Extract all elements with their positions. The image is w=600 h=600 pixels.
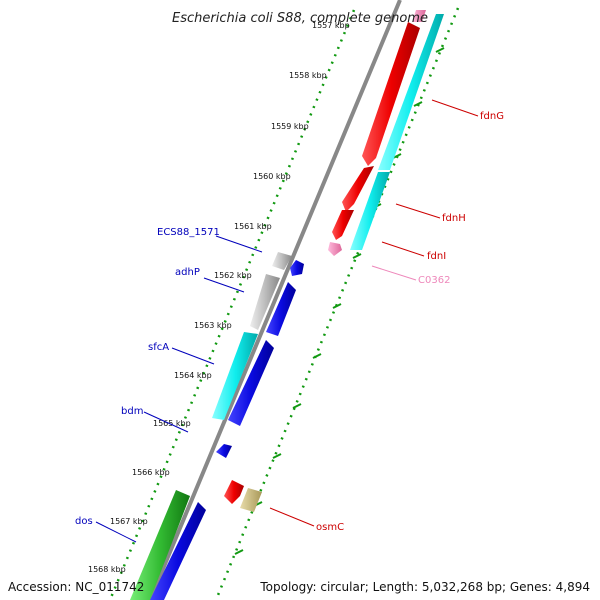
gene-fdnG-start[interactable] — [412, 10, 426, 22]
kbp-tick-1557: 1557 kbp — [312, 21, 350, 30]
kbp-tick-1566: 1566 kbp — [132, 468, 170, 477]
reverse-features — [130, 252, 304, 600]
gene-fdnH[interactable] — [342, 166, 374, 212]
label-fdnG[interactable]: fdnG — [480, 111, 504, 122]
label-leaders — [95, 99, 479, 543]
kbp-tick-1559: 1559 kbp — [271, 122, 309, 131]
inner-dotted-track — [108, 9, 356, 600]
kbp-tick-1567: 1567 kbp — [110, 517, 148, 526]
gene-fdnH-cds[interactable] — [350, 172, 390, 250]
kbp-ticks: 1557 kbp 1558 kbp 1559 kbp 1560 kbp 1561… — [88, 21, 350, 574]
kbp-tick-1563: 1563 kbp — [194, 321, 232, 330]
gene-ECS88_1571[interactable] — [290, 260, 304, 276]
label-dos[interactable]: dos — [75, 516, 93, 527]
gene-osmC[interactable] — [224, 480, 244, 504]
gene-bdm[interactable] — [216, 444, 232, 458]
gene-fdnI[interactable] — [332, 210, 354, 240]
kbp-tick-1568: 1568 kbp — [88, 565, 126, 574]
kbp-tick-1562: 1562 kbp — [214, 271, 252, 280]
gene-dos[interactable] — [150, 502, 206, 600]
gene-sfcA[interactable] — [228, 340, 274, 426]
genome-backbone — [148, 0, 402, 600]
gene-adhP-gray[interactable] — [250, 274, 280, 330]
label-fdnH[interactable]: fdnH — [442, 213, 466, 224]
label-C0362[interactable]: C0362 — [418, 275, 450, 286]
gene-ECS88_1571-gray[interactable] — [272, 252, 292, 270]
label-osmC[interactable]: osmC — [316, 522, 344, 533]
forward-features — [224, 10, 444, 512]
label-fdnI[interactable]: fdnI — [427, 251, 446, 262]
gene-fdnG-cds[interactable] — [378, 14, 444, 170]
gene-C0362[interactable] — [328, 242, 342, 256]
kbp-tick-1565: 1565 kbp — [153, 419, 191, 428]
label-ECS88_1571[interactable]: ECS88_1571 — [157, 227, 220, 238]
gene-dos-cds[interactable] — [130, 490, 190, 600]
label-bdm[interactable]: bdm — [121, 406, 143, 417]
kbp-tick-1561: 1561 kbp — [234, 222, 272, 231]
label-sfcA[interactable]: sfcA — [148, 342, 169, 353]
gene-labels: fdnG fdnH fdnI C0362 ECS88_1571 adhP sfc… — [75, 111, 504, 533]
gene-sfcA-cds[interactable] — [212, 332, 258, 420]
map-title: Escherichia coli S88, complete genome — [172, 11, 428, 26]
kbp-tick-1564: 1564 kbp — [174, 371, 212, 380]
kbp-tick-1560: 1560 kbp — [253, 172, 291, 181]
accession-text: Accession: NC_011742 — [8, 580, 145, 594]
gene-adhP[interactable] — [266, 282, 296, 336]
topology-text: Topology: circular; Length: 5,032,268 bp… — [260, 580, 590, 594]
feature-tan[interactable] — [240, 488, 262, 512]
kbp-tick-1558: 1558 kbp — [289, 71, 327, 80]
gene-fdnG[interactable] — [362, 22, 420, 166]
label-adhP[interactable]: adhP — [175, 267, 200, 278]
